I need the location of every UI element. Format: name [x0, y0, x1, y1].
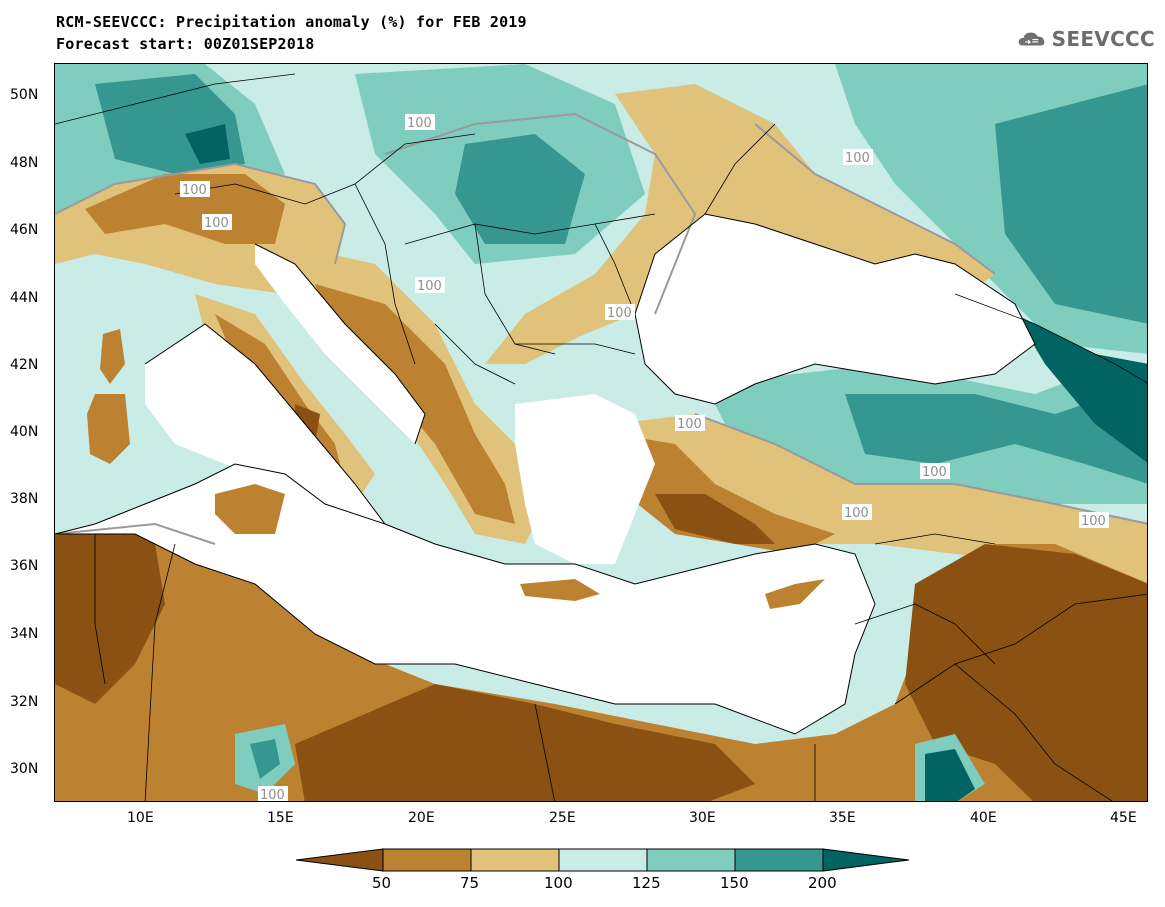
- contour-label-box: [605, 304, 635, 320]
- contour-label-box: [920, 463, 950, 479]
- logo-text: SEEVCCC: [1051, 27, 1155, 51]
- colorbar-segment-125-150: [646, 848, 736, 872]
- country-borders: [55, 73, 1147, 801]
- colorbar-label-150: 150: [720, 874, 749, 892]
- contour-line-africa: [55, 522, 216, 545]
- lat-label-42n: 42N: [10, 357, 39, 373]
- lat-label-34n: 34N: [10, 626, 39, 642]
- colorbar-segment-75-100: [470, 848, 560, 872]
- contour-label: 100: [260, 788, 285, 802]
- contour-lines-100: [55, 112, 1147, 545]
- lon-label-20e: 20E: [408, 810, 435, 826]
- lon-label-45e: 45E: [1110, 810, 1137, 826]
- lon-label-40e: 40E: [970, 810, 997, 826]
- corsica-island: [100, 329, 125, 384]
- lat-label-30n: 30N: [10, 761, 39, 777]
- colorbar: [296, 848, 910, 872]
- adriatic-sea: [255, 244, 425, 444]
- cloud-icon: [1018, 32, 1045, 46]
- very-wet-zone-central: [455, 134, 585, 244]
- dry-zone-alps: [85, 174, 285, 244]
- extreme-wet-zone-caucasus: [1015, 314, 1147, 463]
- contour-label-box: [180, 181, 210, 197]
- lon-label-15e: 15E: [267, 810, 294, 826]
- contour-line-alps: [55, 162, 347, 265]
- contour-label: 100: [417, 279, 442, 294]
- forecast-start-subtitle: Forecast start: 00Z01SEP2018: [56, 35, 315, 53]
- colorbar-label-50: 50: [372, 874, 392, 892]
- contour-label-box: [415, 277, 445, 293]
- contour-label: 100: [607, 306, 632, 321]
- contour-label: 100: [844, 506, 869, 521]
- seevccc-logo: SEEVCCC: [1017, 22, 1155, 56]
- dry-zone-turkey: [615, 434, 835, 554]
- colorbar-segment-150-200: [734, 848, 824, 872]
- contour-label-box: [405, 114, 435, 130]
- contour-label-box: [1079, 512, 1109, 528]
- colorbar-segment-100-125: [558, 848, 648, 872]
- colorbar-label-75: 75: [460, 874, 480, 892]
- lat-label-44n: 44N: [10, 290, 39, 306]
- tyrrhenian-adriatic-sea: [145, 324, 385, 524]
- lat-label-40n: 40N: [10, 424, 39, 440]
- contour-label: 100: [1081, 514, 1106, 529]
- colorbar-segment-above-200: [822, 848, 910, 872]
- contour-label-box: [202, 214, 232, 230]
- contour-label: 100: [204, 216, 229, 231]
- very-dry-zone-tunisia: [55, 524, 165, 704]
- contour-labels: 100 100 100 100 100 100 100 100 100 100 …: [180, 114, 1109, 802]
- contour-label-box: [258, 786, 288, 801]
- aegean-sea: [515, 394, 655, 564]
- cyprus-island: [765, 579, 825, 609]
- contour-label-box: [843, 149, 873, 165]
- contour-label-box: [842, 504, 872, 520]
- contour-label: 100: [922, 465, 947, 480]
- colorbar-label-125: 125: [632, 874, 661, 892]
- contour-line-turkey: [694, 413, 1147, 525]
- lat-label-38n: 38N: [10, 491, 39, 507]
- contour-line-north: [384, 112, 697, 315]
- colorbar-label-200: 200: [808, 874, 837, 892]
- lat-label-48n: 48N: [10, 155, 39, 171]
- coastlines: [55, 213, 1036, 735]
- lon-label-35e: 35E: [829, 810, 856, 826]
- precipitation-anomaly-map: 100 100 100 100 100 100 100 100 100 100 …: [54, 63, 1148, 802]
- very-wet-zone-libya-spot: [250, 739, 280, 779]
- very-wet-zone-anatolia: [845, 394, 1147, 484]
- very-dry-zone-middle-east: [905, 544, 1147, 801]
- sardinia-island: [87, 394, 130, 464]
- contour-label: 100: [677, 417, 702, 432]
- sicily-island: [215, 484, 285, 534]
- crete-island: [520, 579, 600, 601]
- contour-label: 100: [407, 116, 432, 131]
- colorbar-segment-below-50: [296, 848, 384, 872]
- colorbar-segment-50-75: [382, 848, 472, 872]
- very-wet-zone-east: [995, 84, 1147, 324]
- lon-label-30e: 30E: [689, 810, 716, 826]
- lat-label-46n: 46N: [10, 222, 39, 238]
- contour-label: 100: [845, 151, 870, 166]
- lat-label-32n: 32N: [10, 694, 39, 710]
- very-dry-zone-libya: [295, 684, 755, 801]
- lat-label-36n: 36N: [10, 558, 39, 574]
- map-canvas: 100 100 100 100 100 100 100 100 100 100 …: [55, 64, 1147, 802]
- lon-label-10e: 10E: [127, 810, 154, 826]
- contour-label-box: [675, 415, 705, 431]
- black-sea: [635, 214, 1035, 404]
- extreme-wet-zone-alps: [185, 124, 230, 164]
- lon-label-25e: 25E: [549, 810, 576, 826]
- map-title: RCM-SEEVCCC: Precipitation anomaly (%) f…: [56, 13, 527, 31]
- lat-label-50n: 50N: [10, 87, 39, 103]
- contour-label: 100: [182, 183, 207, 198]
- contour-line-black-sea-north: [754, 123, 996, 275]
- colorbar-label-100: 100: [544, 874, 573, 892]
- very-dry-zone-turkey: [655, 494, 775, 544]
- extreme-wet-zone-arabia: [925, 749, 975, 801]
